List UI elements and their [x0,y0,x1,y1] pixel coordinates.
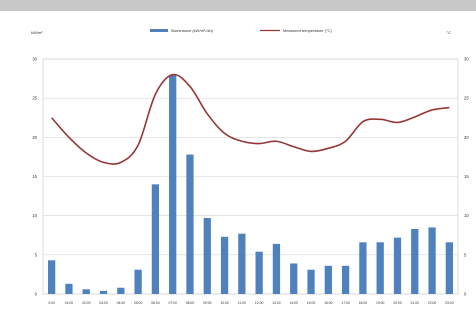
x-tick-label: 03:00 [99,301,108,305]
bar [117,287,125,294]
left-axis-label: kW/m² [31,30,43,35]
bar [48,260,56,294]
bar [324,265,332,294]
x-tick-label: 21:00 [411,301,420,305]
bar [359,242,367,294]
x-tick-label: 05:00 [134,301,143,305]
x-tick-label: 0:00 [48,301,55,305]
y-tick-label-right: 15 [464,174,469,179]
x-tick-label: 08:00 [186,301,195,305]
y-tick-label-right: 10 [464,213,469,218]
axes: 0 0 5 5 10 10 15 15 20 20 25 25 30 30 0:00 01:00 02:00 03… [32,57,469,306]
bar [290,263,298,294]
x-tick-label: 14:00 [289,301,298,305]
x-tick-label: 19:00 [376,301,385,305]
legend: Illuminance (kW/m²-ish) Measured tempera… [150,28,332,33]
bar [134,269,142,294]
x-tick-label: 06:00 [151,301,160,305]
bar [255,251,263,294]
chart-svg: 0 0 5 5 10 10 15 15 20 20 25 25 30 30 0:00 01:00 02:00 03… [31,28,469,306]
legend-bar-label: Illuminance (kW/m²-ish) [171,28,214,33]
x-tick-label: 16:00 [324,301,333,305]
bar [445,242,453,294]
legend-line-label: Measured temperature (°C) [283,28,332,33]
temperature-line [51,73,450,165]
y-tick-label-right: 20 [464,135,469,140]
bar [99,290,108,294]
bar [238,233,246,294]
bar [341,265,350,294]
y-tick-label-right: 0 [464,292,467,297]
bar [307,269,315,294]
bar [393,237,402,294]
line-series [51,73,450,165]
bar [186,154,194,294]
bar-series [48,74,453,294]
combo-chart: 0 0 5 5 10 10 15 15 20 20 25 25 30 30 0:00 01:00 02:00 03… [0,11,476,320]
x-tick-label: 11:00 [238,301,246,305]
x-tick-label: 13:00 [272,301,281,305]
bar [411,228,419,294]
x-tick-label: 10:00 [220,301,229,305]
x-tick-label: 20:00 [393,301,402,305]
y-tick-label-right: 30 [464,57,469,62]
x-tick-label: 01:00 [65,301,74,305]
grid [42,58,459,295]
y-tick-label-right: 5 [464,252,467,257]
x-tick-label: 04:00 [117,301,126,305]
bar [220,236,229,294]
y-tick-label-left: 20 [32,135,37,140]
bar [151,184,160,294]
window-top-bar [0,0,476,11]
x-tick-label: 17:00 [341,301,350,305]
y-tick-label-left: 30 [32,57,37,62]
x-tick-label: 15:00 [307,301,316,305]
y-tick-label-left: 25 [32,96,37,101]
bar [428,227,436,294]
y-tick-label-left: 15 [32,174,37,179]
bar [272,243,281,294]
bar [203,218,211,294]
x-tick-label: 18:00 [359,301,368,305]
bar [169,74,177,294]
x-tick-label: 22:00 [428,301,437,305]
bar [376,242,384,294]
bar [65,283,73,294]
x-tick-label: 07:00 [168,301,177,305]
x-tick-label: 09:00 [203,301,212,305]
bar [82,289,90,294]
y-tick-label-left: 0 [35,292,38,297]
right-axis-label: °C [447,30,452,35]
legend-bar-swatch [150,29,168,32]
y-tick-label-left: 5 [35,252,38,257]
y-tick-label-right: 25 [464,96,469,101]
x-tick-label: 12:00 [255,301,264,305]
x-tick-label: 23:00 [445,301,454,305]
x-tick-label: 02:00 [82,301,91,305]
y-tick-label-left: 10 [32,213,37,218]
